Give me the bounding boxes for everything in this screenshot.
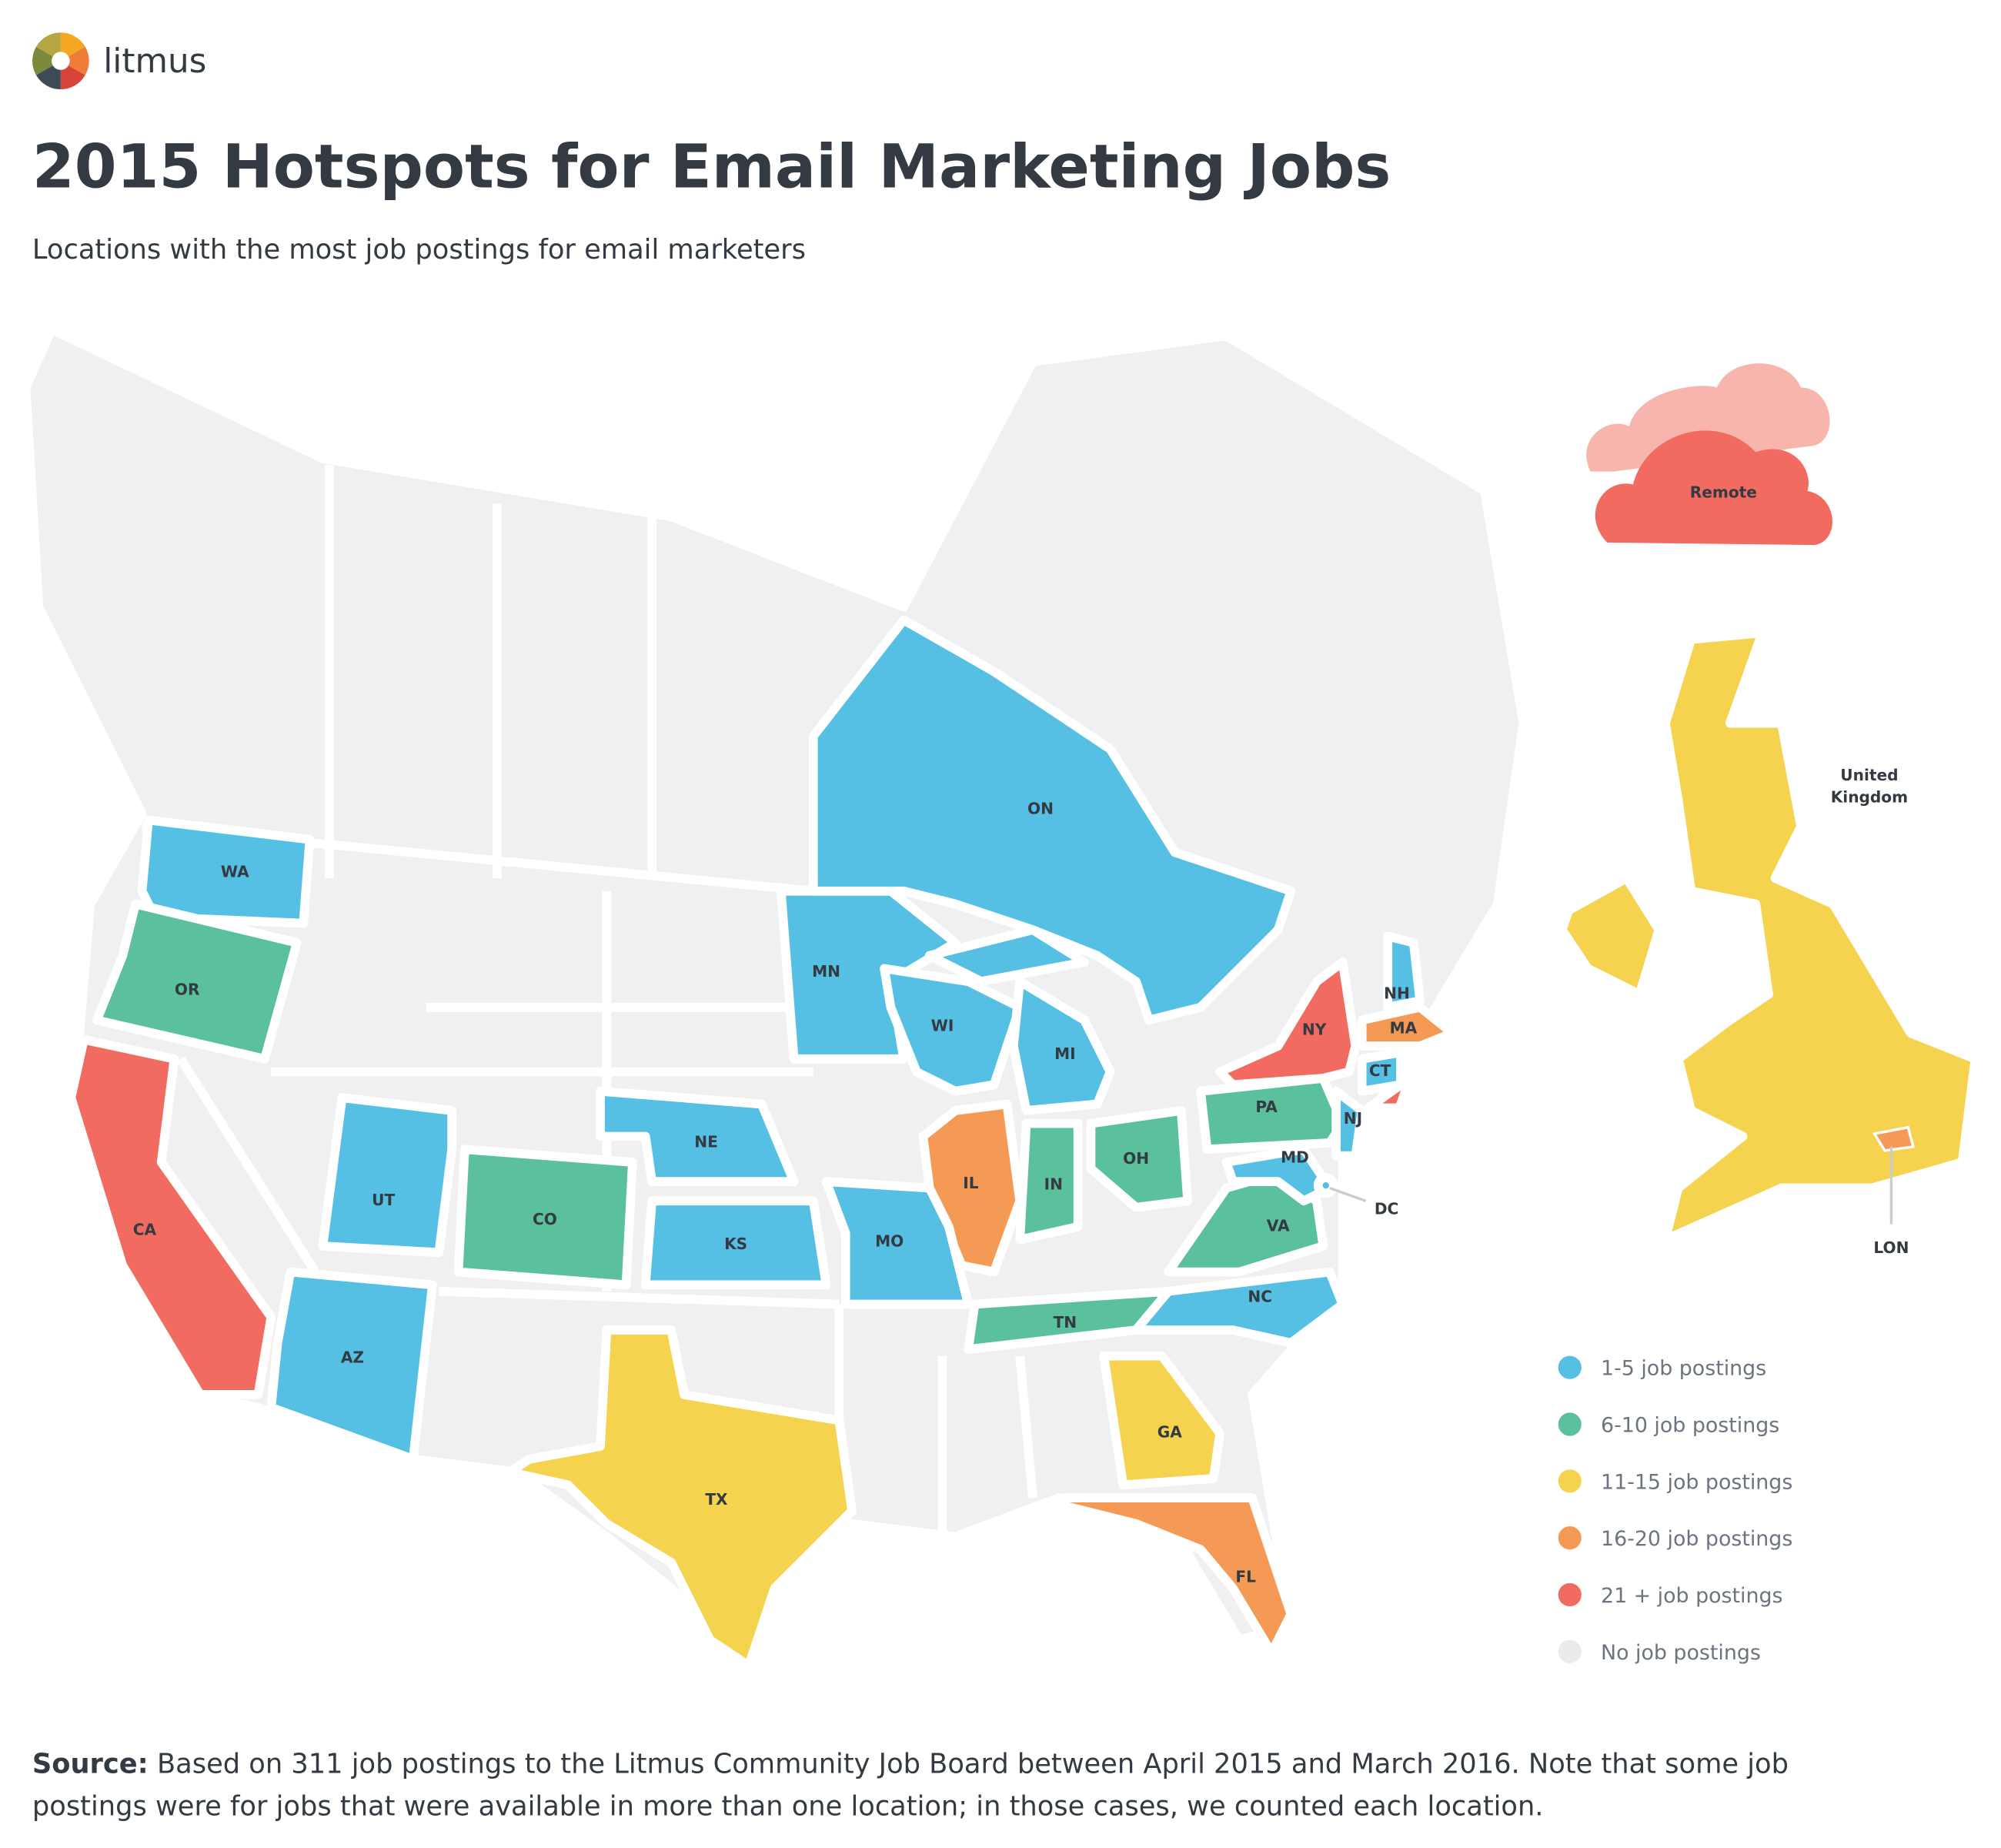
region [137, 815, 315, 928]
region-label: LON [1873, 1238, 1909, 1257]
region [1357, 1002, 1457, 1051]
legend-label: 1-5 job postings [1601, 1357, 1766, 1381]
region [1164, 1170, 1328, 1277]
legend-swatch [1558, 1469, 1582, 1493]
legend-swatch [1558, 1355, 1582, 1379]
region-label: DC [1375, 1200, 1398, 1218]
region-label: CO [533, 1210, 557, 1228]
region [1086, 1106, 1193, 1212]
region-label: MD [1281, 1148, 1309, 1166]
region-label: Remote [1690, 483, 1757, 502]
region [1595, 430, 1832, 546]
region [640, 1196, 831, 1290]
region [1054, 1493, 1296, 1658]
region-label: UT [372, 1191, 395, 1209]
legend-swatch [1558, 1639, 1582, 1663]
region-label: ON [1027, 800, 1054, 818]
region-label: IL [963, 1174, 978, 1192]
legend-label: 21 + job postings [1601, 1584, 1783, 1608]
region [924, 925, 1115, 1115]
legend: 1-5 job postings 6-10 job postings 11-15 j… [1558, 1355, 1792, 1665]
title: 2015 Hotspots for Email Marketing Jobs [32, 132, 1391, 202]
source-label: Source: [32, 1748, 149, 1779]
region-label: VA [1267, 1216, 1290, 1235]
logo-mark [32, 32, 89, 90]
uk [1557, 628, 1980, 1245]
region-label: CT [1369, 1061, 1391, 1080]
source-line: Source: Based on 311 job postings to the… [32, 1748, 1789, 1779]
region-label: NC [1248, 1288, 1272, 1306]
legend-label: 16-20 job postings [1601, 1527, 1792, 1551]
region [453, 1145, 637, 1290]
region-label: OR [175, 980, 200, 998]
region-labels: WA OR CA UT AZ CO NE KS MN WI MI IL IN O… [133, 483, 1909, 1586]
region [808, 615, 1296, 1025]
region [1015, 1118, 1083, 1245]
region [1221, 1145, 1335, 1206]
region [1215, 957, 1415, 1113]
leader-line [1329, 1186, 1367, 1202]
logo-text: litmus [103, 42, 206, 81]
region-label: MA [1390, 1019, 1418, 1038]
region-label: KS [724, 1235, 747, 1253]
region [1099, 1351, 1225, 1490]
region [1872, 1125, 1916, 1152]
region-label: GA [1158, 1423, 1183, 1442]
region [1331, 1086, 1367, 1161]
legend-label: 6-10 job postings [1601, 1414, 1779, 1438]
region [596, 1086, 799, 1187]
region [266, 1267, 437, 1464]
region-label: MO [875, 1231, 904, 1250]
source-text: postings were for jobs that were availab… [32, 1791, 1544, 1823]
source-text: Based on 311 job postings to the Litmus … [157, 1748, 1789, 1779]
subtitle: Locations with the most job postings for… [32, 234, 806, 266]
region-label: NH [1384, 984, 1410, 1002]
region-label: AZ [341, 1348, 364, 1366]
region [880, 964, 1025, 1096]
region-label: MN [812, 962, 840, 981]
region-label: FL [1235, 1568, 1256, 1586]
region-label: IN [1044, 1175, 1063, 1194]
region-label: PA [1255, 1098, 1278, 1116]
legend-label: 11-15 job postings [1601, 1470, 1792, 1494]
region-label: MI [1054, 1044, 1076, 1063]
region-label: WI [931, 1016, 954, 1034]
legend-label: No job postings [1601, 1641, 1761, 1665]
region [505, 1325, 857, 1671]
region [1313, 1173, 1338, 1198]
region [92, 899, 302, 1064]
uk-label: Kingdom [1831, 787, 1908, 806]
region-label: TN [1054, 1313, 1077, 1332]
region-label: WA [221, 863, 249, 881]
uk-label: United [1840, 766, 1898, 784]
legend-swatch [1558, 1526, 1582, 1550]
region [1131, 1267, 1348, 1348]
legend-swatch [1558, 1412, 1582, 1436]
region-label: CA [133, 1220, 157, 1238]
region-label: NY [1302, 1020, 1327, 1038]
region [66, 1034, 276, 1399]
map [21, 325, 1980, 1671]
region-label: NJ [1344, 1109, 1362, 1128]
region [1383, 931, 1425, 1012]
region-label: NE [694, 1132, 718, 1151]
region [821, 1177, 973, 1309]
legend-swatch [1558, 1582, 1582, 1607]
cloud-back [1586, 363, 1830, 472]
region-label: OH [1123, 1149, 1149, 1168]
region [318, 1093, 456, 1258]
region [1357, 1048, 1405, 1096]
region-label: TX [705, 1490, 728, 1509]
